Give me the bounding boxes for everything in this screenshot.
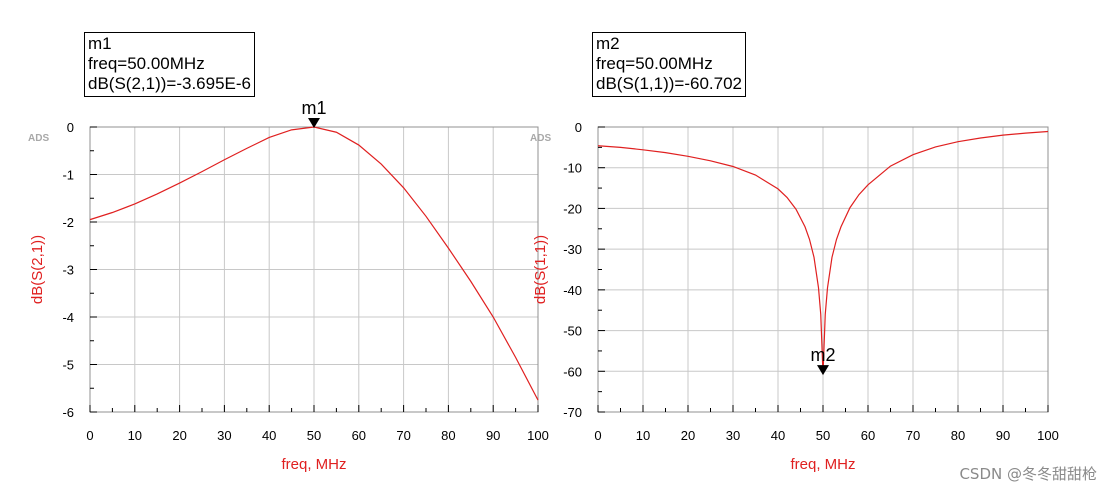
x-tick-label: 80 [951, 428, 965, 443]
m2-readout-name: m2 [596, 34, 620, 53]
y-tick-label: 0 [575, 120, 582, 135]
m1-readout-box: m1 freq=50.00MHz dB(S(2,1))=-3.695E-6 [84, 32, 255, 97]
m1-readout-name: m1 [88, 34, 112, 53]
y-axis-label: dB(S(2,1)) [29, 235, 46, 304]
y-axis-label: dB(S(1,1)) [532, 235, 549, 304]
x-tick-label: 10 [636, 428, 650, 443]
x-tick-label: 80 [441, 428, 455, 443]
x-tick-label: 60 [861, 428, 875, 443]
ads-label: ADS [530, 133, 551, 144]
y-tick-label: 0 [67, 120, 74, 135]
chart-left-plot: 0 10 20 30 40 50 60 70 80 90 100 0 -1 -2 -3 -4 -5 -6 ADS fr… [28, 98, 549, 473]
x-axis-label: freq, MHz [790, 456, 855, 473]
x-tick-label: 70 [906, 428, 920, 443]
chart-right-plot: 0 10 20 30 40 50 60 70 80 90 100 0 -10 -20 -30 -40 -50 -6… [530, 120, 1059, 473]
y-tick-label: -3 [62, 263, 74, 278]
x-tick-label: 40 [262, 428, 276, 443]
y-tick-label: -6 [62, 405, 74, 420]
x-tick-label: 40 [771, 428, 785, 443]
x-tick-label: 90 [996, 428, 1010, 443]
y-tick-label: -30 [563, 242, 582, 257]
y-tick-label: -1 [62, 168, 74, 183]
x-tick-label: 60 [352, 428, 366, 443]
x-tick-label: 70 [396, 428, 410, 443]
y-tick-label: -4 [62, 310, 74, 325]
x-tick-label: 20 [681, 428, 695, 443]
y-tick-label: -20 [563, 201, 582, 216]
y-tick-label: -70 [563, 405, 582, 420]
marker-triangle [308, 118, 320, 128]
ads-label: ADS [28, 133, 49, 144]
m1-readout-freq: freq=50.00MHz [88, 54, 205, 73]
x-tick-label: 20 [172, 428, 186, 443]
marker-label: m1 [301, 98, 326, 118]
marker-label: m2 [810, 345, 835, 365]
y-tick-label: -5 [62, 358, 74, 373]
x-tick-label: 50 [307, 428, 321, 443]
m2-readout-value: dB(S(1,1))=-60.702 [596, 74, 742, 93]
x-tick-label: 0 [594, 428, 601, 443]
x-tick-label: 50 [816, 428, 830, 443]
x-tick-label: 100 [527, 428, 549, 443]
m2-readout-freq: freq=50.00MHz [596, 54, 713, 73]
y-tick-label: -60 [563, 364, 582, 379]
csdn-watermark: CSDN @冬冬甜甜枪 [959, 465, 1097, 483]
y-tick-label: -10 [563, 161, 582, 176]
y-tick-label: -40 [563, 283, 582, 298]
x-tick-label: 90 [486, 428, 500, 443]
y-tick-label: -50 [563, 324, 582, 339]
x-axis-label: freq, MHz [281, 456, 346, 473]
x-tick-label: 100 [1037, 428, 1059, 443]
m2-readout-box: m2 freq=50.00MHz dB(S(1,1))=-60.702 [592, 32, 746, 97]
x-tick-label: 0 [86, 428, 93, 443]
y-tick-label: -2 [62, 215, 74, 230]
marker-triangle [817, 365, 829, 376]
x-tick-label: 10 [128, 428, 142, 443]
m1-readout-value: dB(S(2,1))=-3.695E-6 [88, 74, 251, 93]
x-tick-label: 30 [726, 428, 740, 443]
x-tick-label: 30 [217, 428, 231, 443]
